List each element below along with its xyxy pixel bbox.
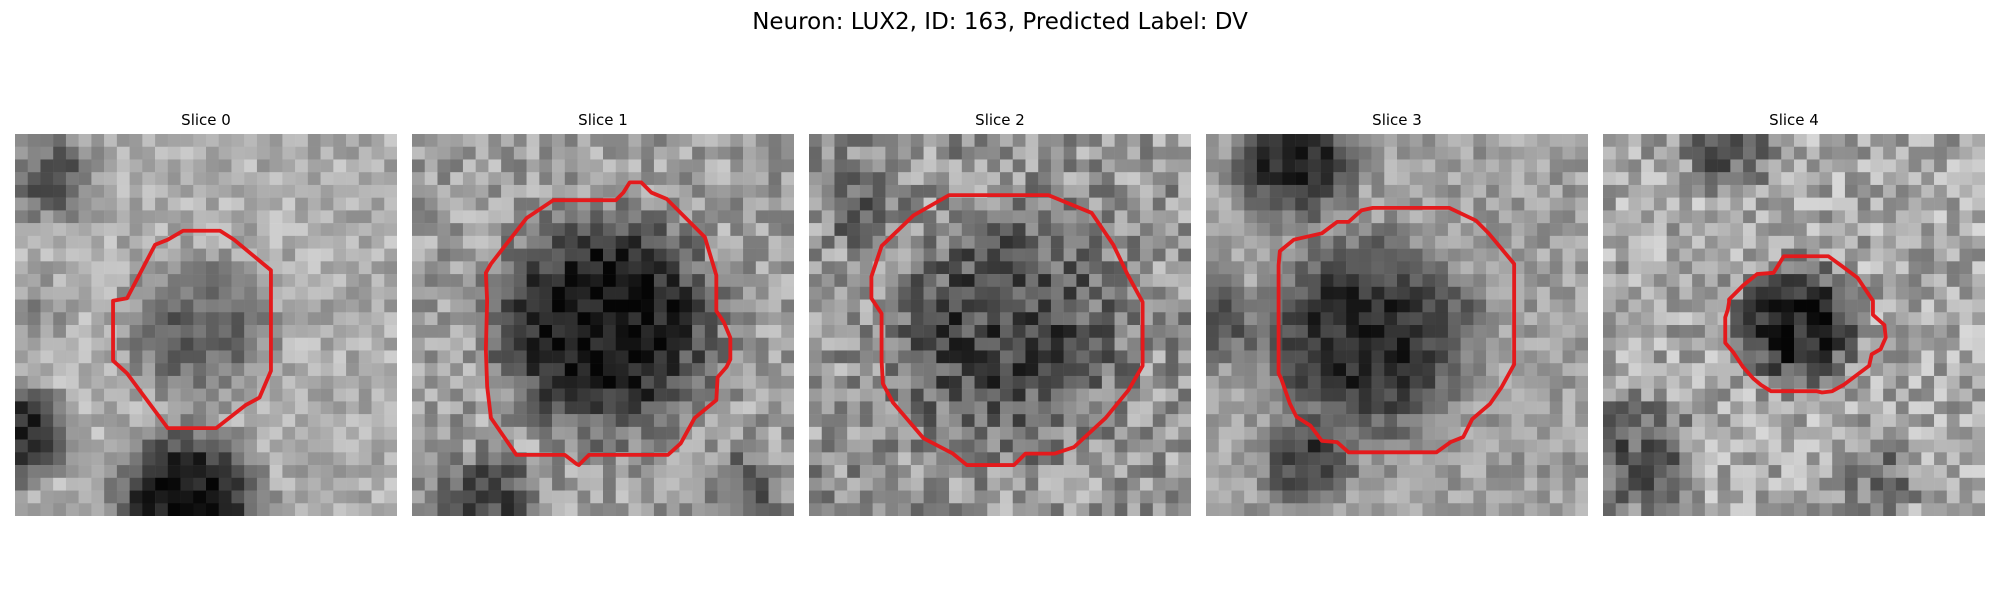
roi-outline-4	[1723, 254, 1888, 395]
slice-image-2	[809, 134, 1191, 516]
slice-image-1	[412, 134, 794, 516]
slice-panel-4: Slice 4	[1603, 110, 1985, 516]
slice-title-3: Slice 3	[1372, 111, 1422, 129]
slice-title-2: Slice 2	[975, 111, 1025, 129]
pixel-grid-1	[412, 134, 794, 516]
roi-outline-1	[483, 180, 733, 467]
slice-title-1: Slice 1	[578, 111, 628, 129]
slice-title-4: Slice 4	[1769, 111, 1819, 129]
pixel-grid-4	[1603, 134, 1985, 516]
slice-image-0	[15, 134, 397, 516]
pixel-grid-0	[15, 134, 397, 516]
slice-image-3	[1206, 134, 1588, 516]
slice-panel-1: Slice 1	[412, 110, 794, 516]
slice-title-0: Slice 0	[181, 111, 231, 129]
roi-outline-2	[869, 193, 1145, 467]
roi-outline-3	[1276, 205, 1517, 455]
slice-image-4	[1603, 134, 1985, 516]
pixel-grid-3	[1206, 134, 1588, 516]
slice-panel-2: Slice 2	[809, 110, 1191, 516]
pixel-grid-2	[809, 134, 1191, 516]
slice-panel-3: Slice 3	[1206, 110, 1588, 516]
roi-outline-0	[111, 228, 273, 431]
slice-panel-0: Slice 0	[15, 110, 397, 516]
figure-title: Neuron: LUX2, ID: 163, Predicted Label: …	[752, 9, 1248, 35]
